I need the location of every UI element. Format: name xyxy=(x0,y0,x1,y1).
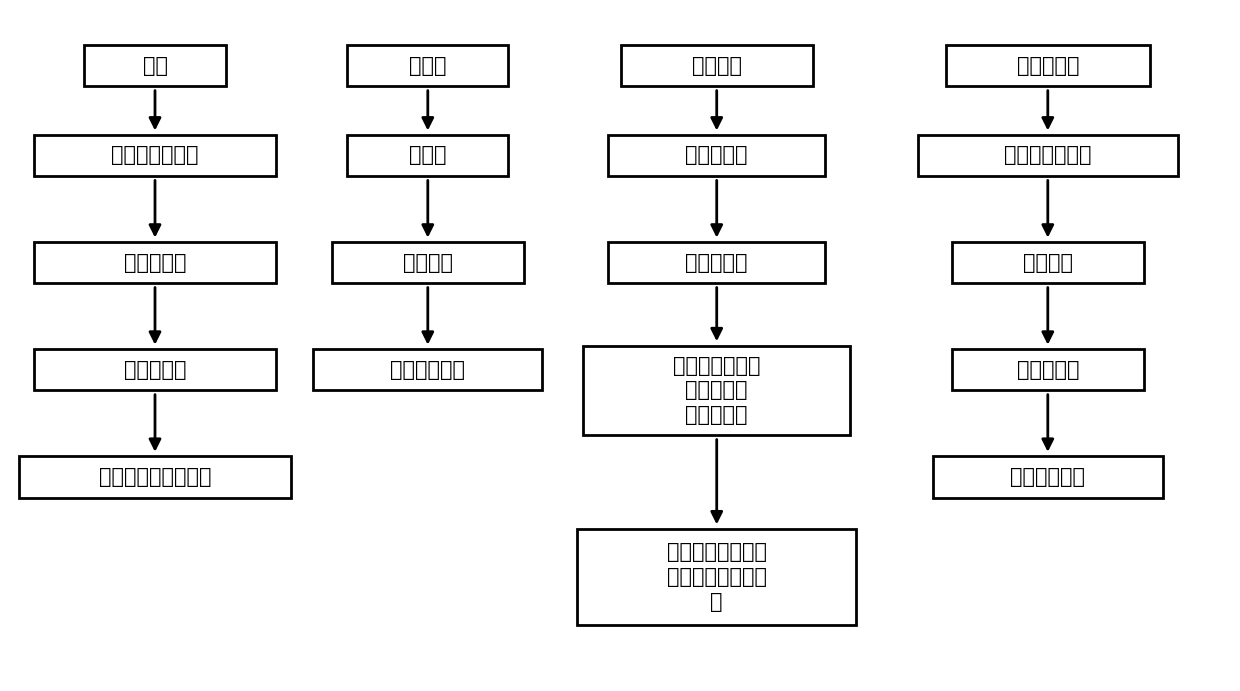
Text: 现场安装: 现场安装 xyxy=(692,56,742,75)
Bar xyxy=(583,346,851,435)
Bar xyxy=(331,242,523,283)
Text: 除油、清洗: 除油、清洗 xyxy=(124,360,186,379)
Bar xyxy=(84,45,226,86)
Text: 干燥、稱重: 干燥、稱重 xyxy=(1017,360,1079,379)
Text: 供电局协助进行
暴露架安装
于输电杆塔: 供电局协助进行 暴露架安装 于输电杆塔 xyxy=(673,356,760,425)
Text: 计算腐蚀速率: 计算腐蚀速率 xyxy=(1011,467,1085,486)
Bar xyxy=(312,349,542,390)
Bar xyxy=(347,135,508,176)
Text: 挂片点选择: 挂片点选择 xyxy=(686,146,748,165)
Bar xyxy=(952,242,1145,283)
Bar xyxy=(608,242,826,283)
Bar xyxy=(945,45,1151,86)
Bar xyxy=(577,529,856,625)
Text: 切割、打磨试片: 切割、打磨试片 xyxy=(112,146,198,165)
Bar xyxy=(620,45,813,86)
Text: 一年后回收试片: 一年后回收试片 xyxy=(1004,146,1091,165)
Text: 暴露架: 暴露架 xyxy=(409,56,446,75)
Text: 安装地点经纬度、
周围环境等信息记
录: 安装地点经纬度、 周围环境等信息记 录 xyxy=(667,542,766,612)
Text: 设计架: 设计架 xyxy=(409,146,446,165)
Text: 加工成暴露架: 加工成暴露架 xyxy=(391,360,465,379)
Text: 暴露架组装: 暴露架组装 xyxy=(686,253,748,272)
Bar xyxy=(347,45,508,86)
Text: 回收、处理: 回收、处理 xyxy=(1017,56,1079,75)
Text: 干燥、称重、量尺寸: 干燥、称重、量尺寸 xyxy=(99,467,211,486)
Text: 清洗试片: 清洗试片 xyxy=(1023,253,1073,272)
Bar xyxy=(19,456,291,498)
Text: 筛选、打号: 筛选、打号 xyxy=(124,253,186,272)
Bar xyxy=(608,135,826,176)
Bar xyxy=(33,135,275,176)
Bar xyxy=(33,349,275,390)
Text: 材料准备: 材料准备 xyxy=(403,253,453,272)
Bar xyxy=(918,135,1178,176)
Text: 试片: 试片 xyxy=(143,56,167,75)
Bar xyxy=(952,349,1145,390)
Bar xyxy=(33,242,275,283)
Bar xyxy=(932,456,1163,498)
